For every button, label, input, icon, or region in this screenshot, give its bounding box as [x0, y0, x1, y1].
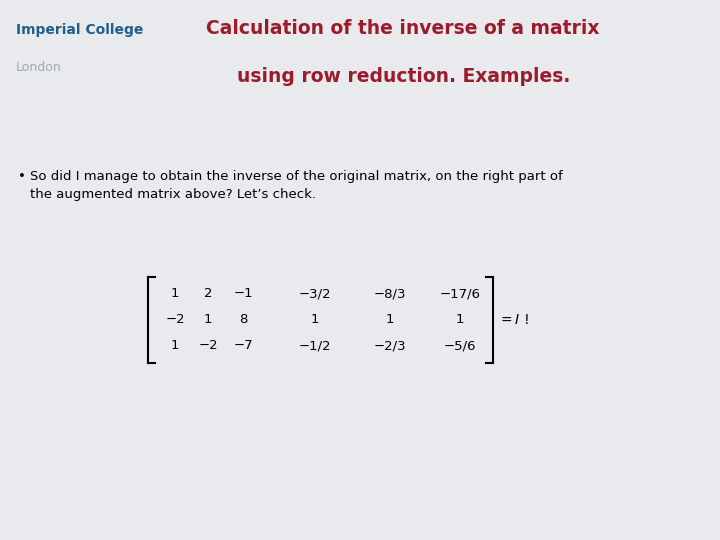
Text: Imperial College: Imperial College: [16, 23, 143, 37]
Text: using row reduction. Examples.: using row reduction. Examples.: [236, 68, 570, 86]
Text: −2/3: −2/3: [374, 339, 406, 352]
Text: 1: 1: [171, 287, 179, 300]
Text: −3/2: −3/2: [299, 287, 331, 300]
Text: London: London: [16, 61, 62, 74]
Text: 1: 1: [204, 313, 212, 326]
Text: −2: −2: [198, 339, 218, 352]
Text: −5/6: −5/6: [444, 339, 476, 352]
Text: −7: −7: [233, 339, 253, 352]
Text: −1: −1: [233, 287, 253, 300]
Text: Calculation of the inverse of a matrix: Calculation of the inverse of a matrix: [207, 19, 600, 38]
Text: −17/6: −17/6: [439, 287, 480, 300]
Text: 8: 8: [239, 313, 247, 326]
Text: 1: 1: [311, 313, 319, 326]
Text: So did I manage to obtain the inverse of the original matrix, on the right part : So did I manage to obtain the inverse of…: [30, 170, 563, 183]
Text: 2: 2: [204, 287, 212, 300]
Text: •: •: [18, 170, 26, 183]
Text: −1/2: −1/2: [299, 339, 331, 352]
Text: the augmented matrix above? Let’s check.: the augmented matrix above? Let’s check.: [30, 188, 316, 201]
Text: −8/3: −8/3: [374, 287, 406, 300]
Text: 1: 1: [171, 339, 179, 352]
Text: 1: 1: [386, 313, 395, 326]
Text: −2: −2: [165, 313, 185, 326]
Text: !: !: [524, 313, 530, 327]
Text: I: I: [515, 313, 519, 327]
Text: 1: 1: [456, 313, 464, 326]
Text: =: =: [501, 313, 517, 327]
